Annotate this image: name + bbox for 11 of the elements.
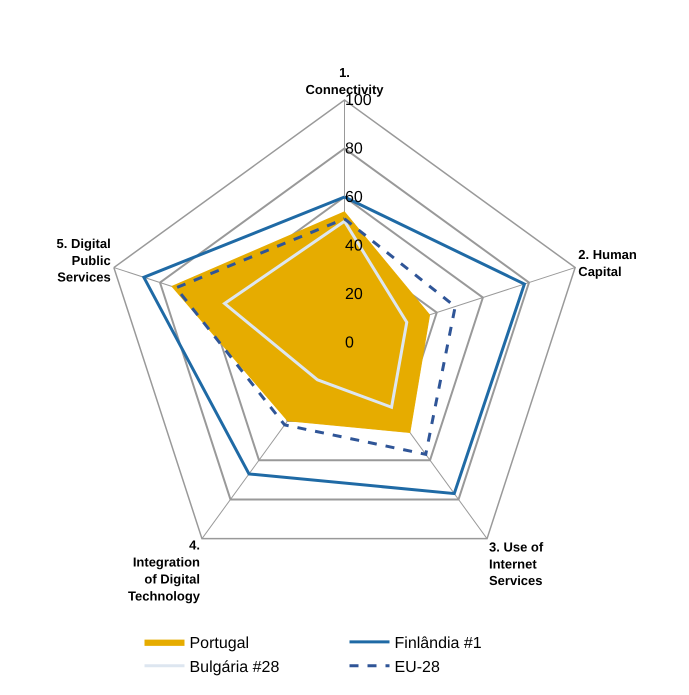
legend-label: EU-28	[394, 658, 440, 676]
y-tick-label: 0	[345, 334, 354, 352]
spoke-label: 5. Digital Public Services	[56, 236, 111, 285]
y-tick-label: 80	[345, 140, 363, 158]
y-tick-label: 20	[345, 286, 363, 304]
spoke-label: 4. Integration of Digital Technology	[128, 538, 201, 604]
legend-label: Finlândia #1	[394, 635, 482, 652]
spoke-label: 2. Human Capital	[578, 246, 637, 279]
legend-label: Bulgária #28	[190, 658, 280, 676]
legend-label: Portugal	[190, 635, 250, 652]
spoke-label: 3. Use of Internet Services	[489, 539, 544, 588]
